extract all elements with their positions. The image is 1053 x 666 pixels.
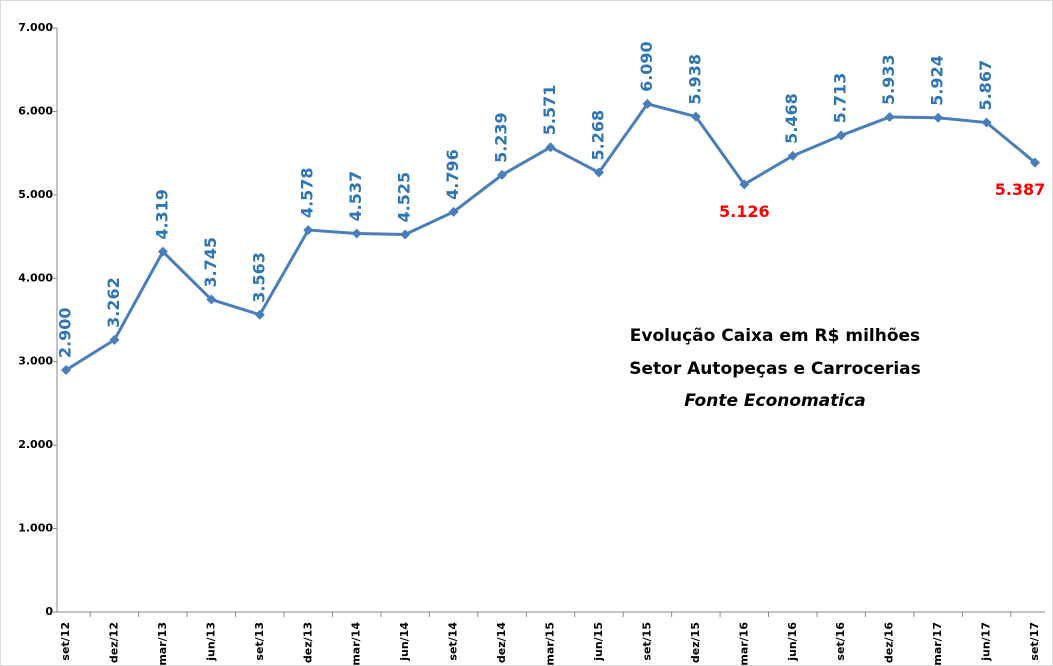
y-tick-label: 3.000 — [18, 355, 53, 368]
x-tick-label: jun/15 — [592, 622, 605, 662]
point — [690, 111, 701, 122]
data-label: 4.537 — [346, 171, 365, 222]
y-tick-label: 7.000 — [18, 21, 53, 34]
data-label: 3.745 — [201, 237, 220, 288]
point — [593, 167, 604, 178]
y-tick-label: 5.000 — [18, 188, 53, 201]
data-label: 4.525 — [395, 172, 414, 223]
data-label: 5.867 — [976, 60, 995, 111]
x-tick-label: jun/13 — [204, 622, 217, 662]
data-label: 5.126 — [719, 202, 770, 221]
point — [109, 334, 120, 345]
x-tick-label: jun/17 — [980, 622, 993, 662]
data-label: 6.090 — [637, 41, 656, 92]
x-tick-label: dez/15 — [689, 622, 702, 663]
data-label: 4.796 — [443, 149, 462, 200]
x-tick-label: set/15 — [640, 622, 653, 661]
x-tick-label: mar/13 — [156, 622, 169, 666]
y-tick-label: 2.000 — [18, 438, 53, 451]
point — [787, 150, 798, 161]
point — [497, 169, 508, 180]
y-tick-label: 6.000 — [18, 104, 53, 117]
data-label: 5.713 — [831, 73, 850, 124]
point — [545, 142, 556, 153]
x-tick-label: set/16 — [834, 622, 847, 661]
data-label: 4.319 — [152, 189, 171, 240]
point — [206, 294, 217, 305]
x-tick-label: set/12 — [59, 622, 72, 661]
point — [642, 98, 653, 109]
data-label: 5.938 — [685, 54, 704, 105]
data-label: 3.563 — [249, 252, 268, 303]
chart-title: Evolução Caixa em R$ milhões — [630, 326, 920, 346]
point — [739, 179, 750, 190]
point — [933, 112, 944, 123]
data-label: 4.578 — [298, 167, 317, 218]
point — [1030, 157, 1040, 168]
chart-subtitle: Setor Autopeças e Carrocerias — [629, 359, 920, 379]
data-label: 5.924 — [928, 55, 947, 106]
x-tick-label: mar/16 — [737, 622, 750, 666]
point — [884, 112, 895, 123]
point — [254, 309, 265, 320]
data-label: 5.239 — [492, 112, 511, 163]
point — [981, 117, 992, 128]
point — [351, 228, 362, 239]
x-tick-label: set/17 — [1028, 622, 1041, 661]
x-tick-label: mar/15 — [544, 622, 557, 666]
data-label: 5.268 — [588, 110, 607, 161]
x-tick-label: jun/14 — [398, 622, 411, 662]
data-label: 5.468 — [782, 93, 801, 144]
y-tick-label: 0 — [45, 605, 53, 618]
x-tick-label: dez/14 — [495, 622, 508, 663]
x-tick-label: dez/13 — [301, 622, 314, 663]
y-tick-label: 1.000 — [18, 522, 53, 535]
x-tick-label: jun/16 — [786, 622, 799, 662]
point — [836, 130, 847, 141]
data-label: 5.571 — [540, 85, 559, 136]
x-tick-label: dez/16 — [883, 622, 896, 663]
point — [400, 229, 411, 240]
y-tick-label: 4.000 — [18, 271, 53, 284]
data-label: 5.933 — [879, 54, 898, 105]
point — [61, 365, 71, 376]
point — [157, 246, 168, 257]
data-label: 5.387 — [995, 180, 1046, 199]
x-tick-label: mar/17 — [931, 622, 944, 666]
point — [448, 206, 459, 217]
x-tick-label: dez/12 — [107, 622, 120, 663]
x-tick-label: set/14 — [447, 622, 460, 661]
chart-source: Fonte Economatica — [684, 391, 866, 411]
data-label: 3.262 — [104, 277, 123, 328]
data-label: 2.900 — [56, 307, 75, 358]
point — [303, 225, 314, 236]
x-tick-label: mar/14 — [350, 622, 363, 666]
x-tick-label: set/13 — [253, 622, 266, 661]
